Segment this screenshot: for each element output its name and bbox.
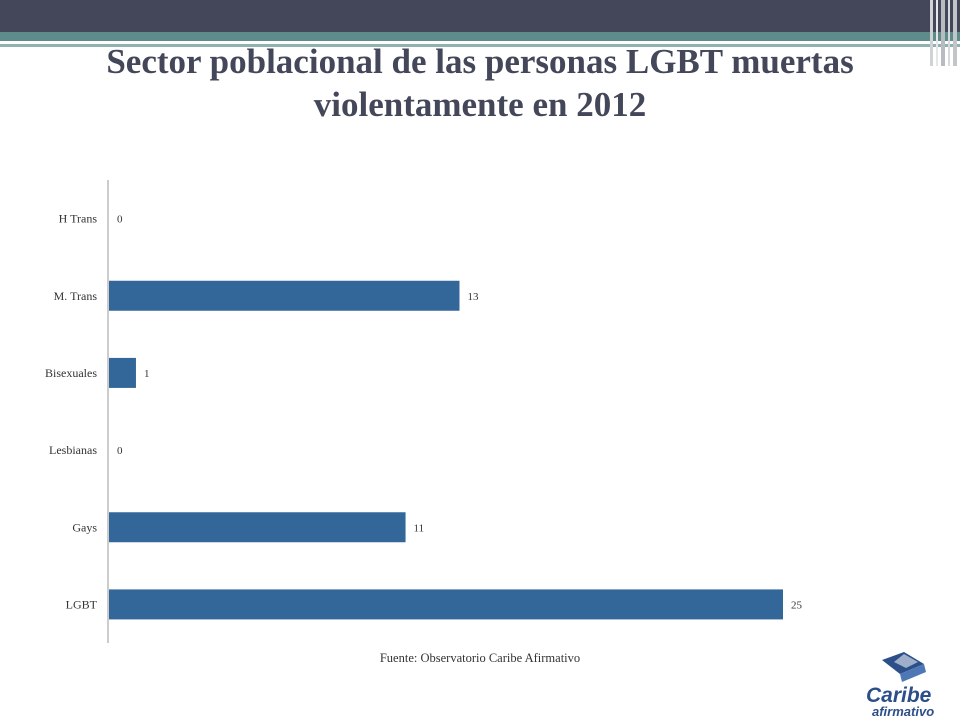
bar [109,512,406,543]
category-label: LGBT [66,597,98,611]
data-label: 0 [117,445,123,457]
bar [109,589,783,620]
category-label: M. Trans [54,289,98,303]
logo-word-afirmativo: afirmativo [872,704,934,719]
logo-word-caribe: Caribe [866,684,932,707]
category-label: Lesbianas [49,443,97,457]
slide-title: Sector poblacional de las personas LGBT … [106,42,854,124]
corner-stripes-decoration [928,0,960,66]
category-label: Gays [72,520,97,534]
title-underline-decoration [560,48,890,50]
bar [109,357,136,388]
bar [109,280,460,311]
data-label: 1 [144,368,150,380]
accent-line [0,44,960,47]
data-label: 11 [414,522,425,534]
data-label: 0 [117,214,123,226]
source-note: Fuente: Observatorio Caribe Afirmativo [379,651,581,665]
logo-emblem-icon [882,652,926,682]
caribe-afirmativo-logo: Caribe afirmativo [866,652,934,719]
category-label: H Trans [59,212,98,226]
data-label: 25 [791,599,803,611]
category-label: Bisexuales [45,366,97,380]
header-band [0,0,960,32]
accent-band [0,32,960,41]
data-label: 13 [467,291,479,303]
